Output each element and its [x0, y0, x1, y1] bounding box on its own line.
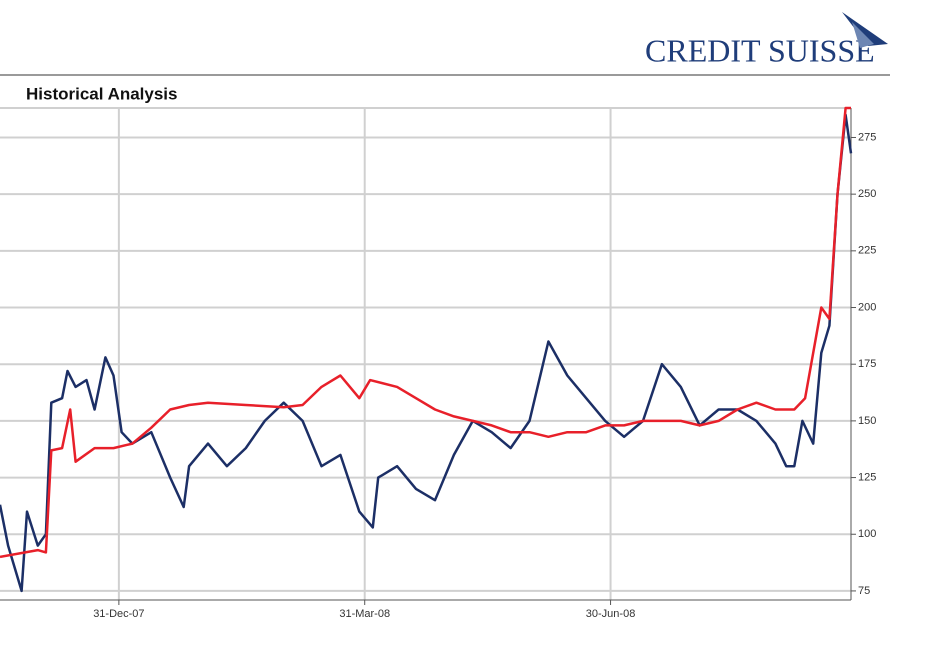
y-tick-label: 275: [858, 131, 876, 143]
y-tick-label: 100: [858, 528, 876, 540]
y-tick-label: 175: [858, 358, 876, 370]
y-tick-label: 75: [858, 585, 870, 597]
series-line: [0, 106, 851, 559]
y-tick-label: 150: [858, 415, 876, 427]
chart-title: Historical Analysis: [26, 84, 178, 103]
y-tick-label: 200: [858, 301, 876, 313]
x-tick-label: 31-Mar-08: [339, 608, 390, 620]
x-tick-label: 31-Dec-07: [93, 608, 144, 620]
series-line: [0, 113, 853, 593]
y-tick-label: 225: [858, 245, 876, 257]
logo-sails: [842, 12, 888, 48]
x-tick-label: 30-Jun-08: [586, 608, 636, 620]
y-tick-label: 250: [858, 188, 876, 200]
logo: CREDIT SUISSE: [645, 32, 875, 68]
y-tick-label: 125: [858, 471, 876, 483]
